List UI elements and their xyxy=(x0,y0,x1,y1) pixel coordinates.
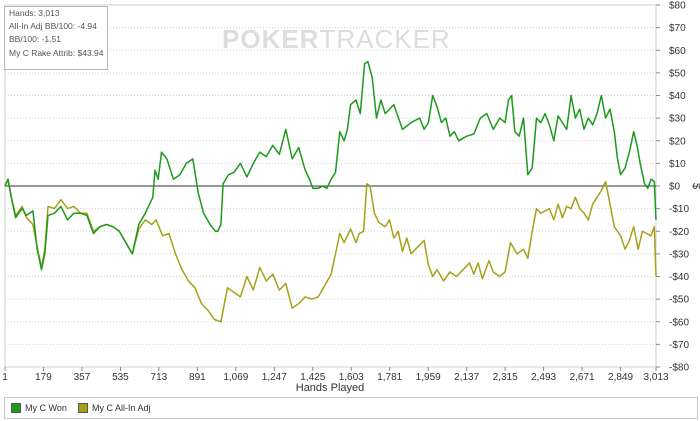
watermark-part-1: POKER xyxy=(222,24,320,54)
x-axis-title: Hands Played xyxy=(296,382,365,394)
y-axis-title: $ xyxy=(690,183,700,189)
chart-legend: My C Won My C All-In Adj xyxy=(4,397,698,419)
y-tick-label: -$20 xyxy=(669,227,689,238)
legend-item-won[interactable]: My C Won xyxy=(11,401,67,415)
x-tick-label: 1 xyxy=(2,372,8,383)
x-tick-label: 2,315 xyxy=(493,372,518,383)
y-tick-label: $40 xyxy=(669,91,686,102)
y-tick-label: -$60 xyxy=(669,317,689,328)
y-tick-label: -$30 xyxy=(669,249,689,260)
legend-item-allin-adj[interactable]: My C All-In Adj xyxy=(78,401,151,415)
pokertracker-watermark: POKERTRACKER xyxy=(222,24,451,55)
y-tick-label: $0 xyxy=(669,182,681,193)
stats-allin-adj: All-In Adj BB/100: -4.94 xyxy=(9,21,97,32)
series-line-my-c-won xyxy=(4,60,657,271)
x-tick-label: 535 xyxy=(112,372,129,383)
x-tick-label: 357 xyxy=(74,372,91,383)
y-tick-label: -$70 xyxy=(669,340,689,351)
legend-label-won: My C Won xyxy=(25,403,67,413)
y-axis: $80 $70 $60 $50 $40 $30 $20 $10 $0 -$10 -$20 -$30 -$… xyxy=(656,1,689,374)
stats-rake: My C Rake Attrib: $43.94 xyxy=(9,47,104,58)
x-tick-label: 2,137 xyxy=(454,372,479,383)
y-tick-label: -$10 xyxy=(669,204,689,215)
x-tick-label: 1,959 xyxy=(416,372,441,383)
x-tick-label: 713 xyxy=(151,372,168,383)
y-tick-label: $20 xyxy=(669,136,686,147)
x-tick-label: 1,069 xyxy=(223,372,248,383)
legend-label-allin-adj: My C All-In Adj xyxy=(92,403,151,413)
y-tick-label: -$80 xyxy=(669,363,689,374)
x-tick-label: 1,781 xyxy=(377,372,402,383)
y-tick-label: $30 xyxy=(669,114,686,125)
y-tick-label: $10 xyxy=(669,159,686,170)
x-axis: 1 179 357 535 713 891 1,069 1,247 1,425 1,603 1,78… xyxy=(2,367,669,383)
x-tick-label: 1,425 xyxy=(300,372,325,383)
legend-swatch-won xyxy=(11,403,21,413)
y-tick-label: $70 xyxy=(669,23,686,34)
y-tick-label: $50 xyxy=(669,68,686,79)
y-tick-label: -$40 xyxy=(669,272,689,283)
x-tick-label: 1,247 xyxy=(262,372,287,383)
x-tick-label: 2,849 xyxy=(608,372,633,383)
x-tick-label: 2,493 xyxy=(531,372,556,383)
y-tick-label: -$50 xyxy=(669,295,689,306)
x-tick-label: 891 xyxy=(189,372,206,383)
y-tick-label: $80 xyxy=(669,1,686,12)
stats-hands: Hands: 3,013 xyxy=(9,8,60,18)
legend-swatch-allin-adj xyxy=(78,403,88,413)
x-tick-label: 3,013 xyxy=(643,372,668,383)
series-layer xyxy=(4,60,657,323)
y-tick-label: $60 xyxy=(669,46,686,57)
stats-bb100: BB/100: -1.51 xyxy=(9,34,61,45)
x-tick-label: 2,671 xyxy=(570,372,595,383)
x-tick-label: 179 xyxy=(35,372,52,383)
watermark-part-2: TRACKER xyxy=(319,24,451,54)
x-tick-label: 1,603 xyxy=(339,372,364,383)
stats-box: Hands: 3,013 All-In Adj BB/100: -4.94 BB… xyxy=(4,6,108,70)
grid-lines xyxy=(5,27,656,345)
